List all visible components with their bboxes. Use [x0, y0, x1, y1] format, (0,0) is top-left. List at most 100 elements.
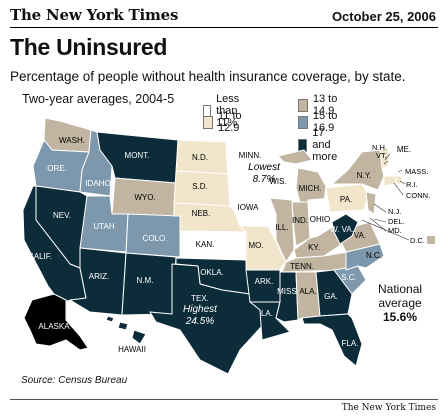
masthead: The New York Times — [10, 6, 179, 24]
legend-item: 13 to 14.9 — [298, 93, 340, 117]
label-wash: WASH. — [59, 136, 85, 145]
state-nj — [365, 191, 377, 215]
label-pa: PA. — [340, 195, 352, 204]
label-nd: N.D. — [192, 153, 208, 162]
label-va: VA. — [354, 231, 366, 240]
state-ri — [395, 175, 403, 185]
highest-value: 24.5% — [185, 316, 214, 327]
label-kan: KAN. — [196, 240, 215, 249]
legend-swatch — [298, 98, 308, 112]
label-ky: KY. — [308, 243, 320, 252]
state-hawaii-1 — [105, 315, 115, 323]
label-ala: ALA. — [299, 287, 316, 296]
legend-label: Less than 11% — [216, 93, 240, 129]
label-minn: MINN. — [239, 151, 262, 160]
state-ind — [291, 201, 311, 247]
label-mont: MONT. — [125, 151, 150, 160]
label-conn: CONN. — [406, 191, 430, 200]
state-pa — [325, 183, 369, 213]
state-iowa — [229, 197, 277, 227]
label-la: LA. — [261, 309, 273, 318]
state-alaska — [23, 293, 89, 351]
label-nm: N.M. — [137, 276, 154, 285]
label-ariz: ARIZ. — [89, 272, 109, 281]
label-colo: COLO. — [143, 234, 168, 243]
national-average: National average 15.6% — [378, 282, 422, 324]
label-miss: MISS. — [277, 287, 299, 296]
label-nc: N.C. — [366, 251, 382, 260]
state-wash — [43, 117, 92, 153]
label-idaho: IDAHO — [85, 179, 110, 188]
state-ark — [245, 269, 281, 303]
label-vt: VT. — [376, 151, 387, 160]
leader-line — [393, 182, 404, 196]
leader-line — [399, 180, 406, 185]
label-okla: OKLA. — [200, 268, 224, 277]
state-mass — [381, 165, 407, 177]
credit: The New York Times — [341, 403, 436, 413]
legend-swatch — [203, 115, 213, 129]
legend-item: 11 to 12.9 — [203, 110, 245, 134]
label-mass: MASS. — [405, 167, 428, 176]
label-sc: S.C. — [341, 273, 357, 282]
label-ri: R.I. — [406, 180, 418, 189]
state-mich-upper — [277, 149, 313, 165]
label-tex: TEX. — [191, 294, 209, 303]
legend-item: 15 to 16.9 — [298, 110, 340, 134]
label-mo: MO. — [248, 241, 263, 250]
label-dc: D.C. — [410, 236, 425, 245]
state-tex — [149, 263, 263, 375]
legend-label: 11 to 12.9 — [217, 110, 242, 134]
label-me: ME. — [397, 145, 411, 154]
label-nh: N.H. — [372, 143, 387, 152]
legend-label: 17 and more — [312, 127, 338, 163]
highest-label: Highest — [183, 304, 218, 315]
legend-label: 15 to 16.9 — [312, 110, 338, 134]
label-alaska: ALASKA — [38, 322, 70, 331]
label-tenn: TENN. — [290, 262, 314, 271]
label-utah: UTAH — [93, 222, 114, 231]
label-wis: WIS. — [269, 177, 286, 186]
graphic-title: The Uninsured — [10, 34, 168, 60]
label-ind: IND. — [292, 216, 308, 225]
label-hawaii: HAWAII — [118, 345, 146, 354]
legend-label: 13 to 14.9 — [312, 93, 338, 117]
state-me — [393, 125, 415, 167]
source-note: Source: Census Bureau — [21, 375, 128, 386]
legend-swatch — [298, 115, 308, 129]
national-label-2: average — [378, 296, 422, 310]
label-iowa: IOWA — [237, 203, 259, 212]
label-nev: NEV. — [53, 211, 71, 220]
state-hawaii-3 — [131, 329, 147, 345]
dc-swatch — [427, 236, 435, 244]
label-ohio: OHIO — [310, 215, 330, 224]
header-rule — [10, 27, 438, 28]
leader-line — [383, 160, 389, 165]
label-ny: N.Y. — [357, 171, 372, 180]
state-hawaii-2 — [117, 321, 129, 331]
lowest-value: 8.7% — [253, 174, 276, 185]
label-wyo: WYO. — [134, 193, 155, 202]
legend-item: 17 and more — [298, 127, 344, 163]
state-ga — [315, 269, 353, 317]
state-wv — [331, 213, 359, 245]
label-ore: ORE. — [47, 164, 67, 173]
footer-rule — [10, 399, 438, 400]
label-sd: S.D. — [192, 182, 208, 191]
label-md: MD. — [388, 226, 402, 235]
averages-label: Two-year averages, 2004-5 — [22, 92, 175, 106]
label-del: DEL. — [388, 217, 405, 226]
state-fla — [301, 313, 363, 367]
state-conn — [383, 175, 397, 187]
label-calif: CALIF. — [28, 252, 52, 261]
national-value: 15.6% — [383, 310, 418, 324]
label-ark: ARK. — [255, 277, 274, 286]
leader-line — [373, 218, 387, 223]
label-wv: W. VA. — [330, 225, 354, 234]
label-mich: MICH. — [299, 184, 322, 193]
label-ga: GA. — [324, 292, 338, 301]
national-label: National — [378, 282, 423, 296]
state-mo — [239, 225, 287, 271]
graphic-subtitle: Percentage of people without health insu… — [10, 69, 406, 84]
